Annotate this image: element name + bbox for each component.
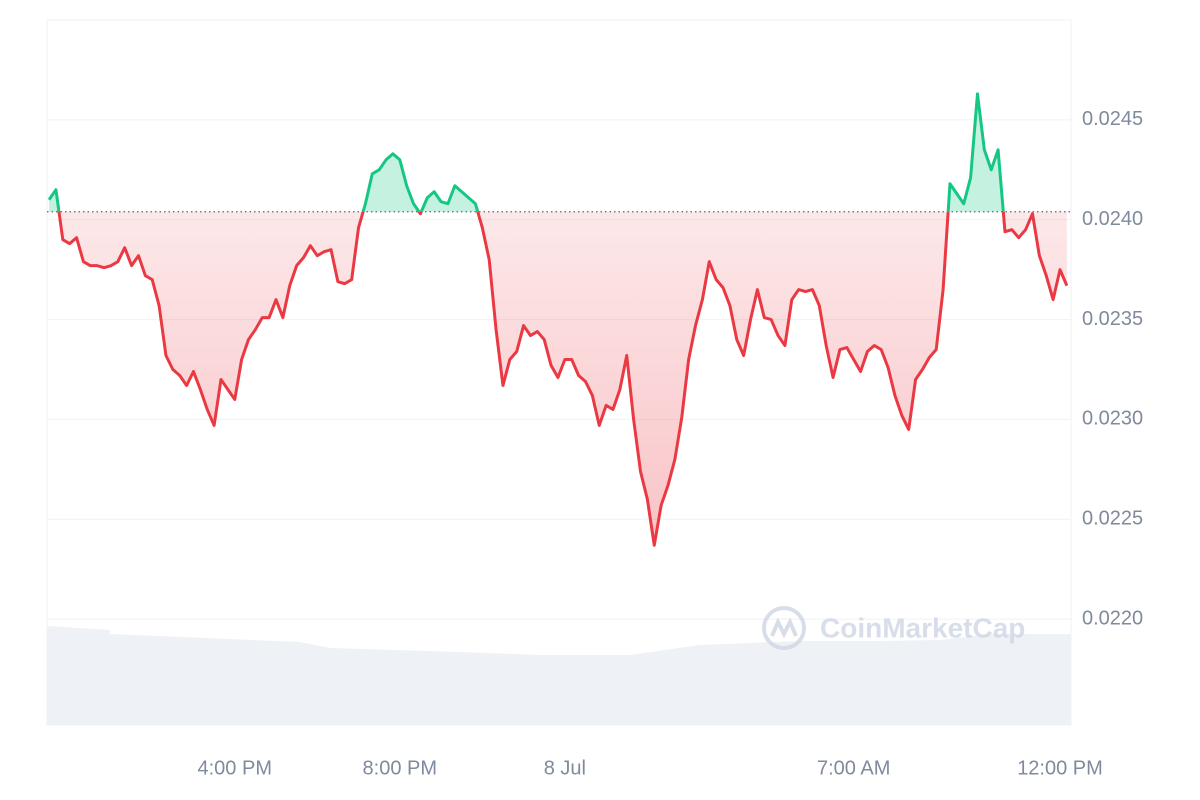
y-tick-label: 0.0220 (1082, 607, 1143, 629)
watermark: CoinMarketCap (762, 606, 1025, 650)
y-tick-label: 0.0245 (1082, 108, 1143, 130)
volume-area (47, 626, 1071, 725)
x-tick-label: 4:00 PM (198, 757, 272, 779)
x-tick-label: 8:00 PM (363, 757, 437, 779)
x-tick-label: 7:00 AM (817, 757, 890, 779)
x-tick-label: 12:00 PM (1017, 757, 1103, 779)
x-tick-label: 8 Jul (544, 757, 586, 779)
price-line-down (57, 211, 1069, 547)
watermark-logo (762, 606, 806, 650)
area-down (58, 211, 1067, 546)
watermark-logo-mark (770, 617, 798, 639)
y-tick-label: 0.0230 (1082, 408, 1143, 430)
y-tick-label: 0.0235 (1082, 308, 1143, 330)
y-tick-label: 0.0225 (1082, 508, 1143, 530)
watermark-text: CoinMarketCap (820, 612, 1025, 643)
y-tick-label: 0.0240 (1082, 208, 1143, 230)
